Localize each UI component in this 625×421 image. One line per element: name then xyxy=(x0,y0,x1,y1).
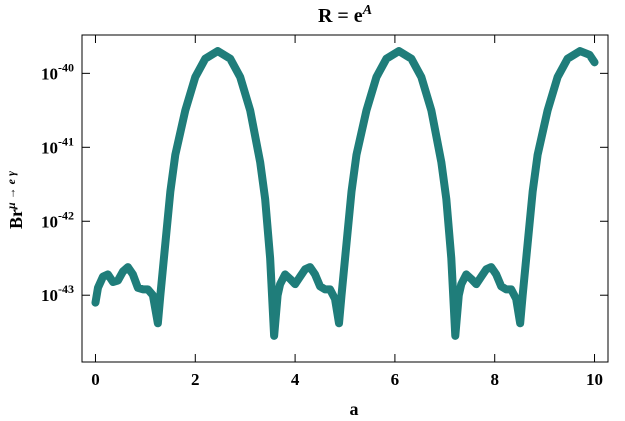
x-tick-label: 6 xyxy=(391,370,400,389)
y-tick-exponent: -41 xyxy=(58,134,74,148)
y-tick-label: 10-40 xyxy=(41,60,74,83)
y-tick-label: 10-42 xyxy=(41,208,74,231)
y-tick-base: 10 xyxy=(41,286,58,305)
x-tick-label: 0 xyxy=(91,370,100,389)
y-tick-label: 10-43 xyxy=(41,282,74,305)
y-label-superscript: μ → e γ xyxy=(4,171,18,210)
y-tick-base: 10 xyxy=(41,138,58,157)
y-axis-label: Brμ → e γ xyxy=(4,171,26,229)
title-base: R = e xyxy=(318,5,363,27)
x-tick-label: 2 xyxy=(191,370,200,389)
y-tick-base: 10 xyxy=(41,212,58,231)
title-superscript: A xyxy=(362,3,372,18)
x-tick-label: 4 xyxy=(291,370,300,389)
y-tick-exponent: -42 xyxy=(58,208,74,222)
plot-frame xyxy=(81,34,609,363)
y-tick-exponent: -40 xyxy=(58,60,74,74)
chart-title: R = eA xyxy=(318,3,372,27)
data-line xyxy=(91,47,599,340)
y-tick-label: 10-41 xyxy=(41,134,74,157)
x-tick-label: 8 xyxy=(490,370,499,389)
x-axis-label: a xyxy=(350,399,359,419)
y-label-base: Br xyxy=(6,209,26,229)
y-tick-base: 10 xyxy=(41,64,58,83)
x-tick-label: 10 xyxy=(586,370,603,389)
y-tick-exponent: -43 xyxy=(58,282,74,296)
